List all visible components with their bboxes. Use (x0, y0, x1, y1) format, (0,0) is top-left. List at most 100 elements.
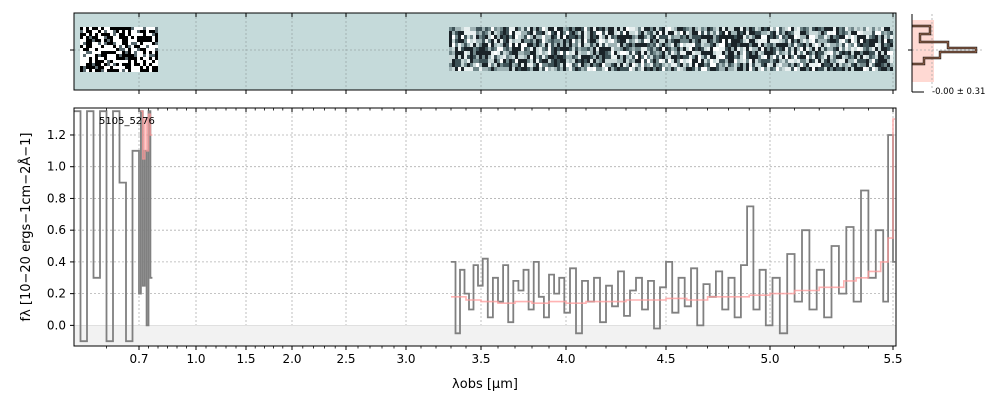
pixel (563, 51, 566, 55)
pixel (638, 63, 641, 67)
pixel (818, 39, 821, 43)
pixel (119, 48, 122, 51)
pixel (542, 67, 545, 71)
pixel (488, 51, 491, 55)
pixel (737, 51, 740, 55)
pixel (689, 47, 692, 51)
pixel (488, 35, 491, 39)
pixel (581, 35, 584, 39)
pixel (476, 59, 479, 63)
pixel (80, 63, 83, 66)
pixel (662, 67, 665, 71)
pixel (647, 63, 650, 67)
pixel (884, 31, 887, 35)
pixel (491, 43, 494, 47)
pixel (734, 31, 737, 35)
pixel (626, 55, 629, 59)
pixel (749, 51, 752, 55)
pixel (536, 39, 539, 43)
pixel (116, 66, 119, 69)
pixel (740, 47, 743, 51)
pixel (584, 27, 587, 31)
pixel (461, 67, 464, 71)
pixel (449, 43, 452, 47)
pixel (92, 48, 95, 51)
pixel (488, 27, 491, 31)
pixel (113, 63, 116, 66)
pixel (638, 39, 641, 43)
pixel (596, 67, 599, 71)
pixel (116, 60, 119, 63)
pixel (101, 63, 104, 66)
pixel (746, 35, 749, 39)
pixel (731, 59, 734, 63)
pixel (878, 67, 881, 71)
pixel (599, 47, 602, 51)
pixel (674, 59, 677, 63)
pixel (800, 59, 803, 63)
pixel (491, 47, 494, 51)
pixel (530, 47, 533, 51)
pixel (113, 60, 116, 63)
pixel (881, 39, 884, 43)
pixel (452, 51, 455, 55)
pixel (137, 69, 140, 72)
pixel (515, 35, 518, 39)
pixel (782, 67, 785, 71)
pixel (548, 43, 551, 47)
pixel (650, 67, 653, 71)
pixel (119, 39, 122, 42)
pixel (833, 59, 836, 63)
pixel (644, 51, 647, 55)
pixel (92, 66, 95, 69)
pixel (848, 39, 851, 43)
pixel (821, 67, 824, 71)
pixel (770, 27, 773, 31)
pixel (155, 66, 158, 69)
pixel (137, 45, 140, 48)
pixel (485, 67, 488, 71)
pixel (617, 39, 620, 43)
pixel (725, 47, 728, 51)
pixel (602, 31, 605, 35)
pixel (506, 47, 509, 51)
pixel (119, 63, 122, 66)
pixel (605, 55, 608, 59)
pixel (155, 39, 158, 42)
pixel (149, 69, 152, 72)
pixel (587, 39, 590, 43)
pixel (152, 27, 155, 30)
pixel (653, 59, 656, 63)
pixel (80, 57, 83, 60)
pixel (698, 31, 701, 35)
pixel (761, 39, 764, 43)
pixel (452, 47, 455, 51)
pixel (647, 51, 650, 55)
pixel (560, 39, 563, 43)
pixel (110, 27, 113, 30)
pixel (755, 63, 758, 67)
pixel (665, 39, 668, 43)
pixel (524, 27, 527, 31)
pixel (656, 55, 659, 59)
pixel (512, 39, 515, 43)
pixel (521, 39, 524, 43)
pixel (605, 51, 608, 55)
pixel (788, 59, 791, 63)
pixel (548, 47, 551, 51)
pixel (761, 59, 764, 63)
pixel (563, 35, 566, 39)
pixel (509, 43, 512, 47)
pixel (830, 47, 833, 51)
pixel (104, 51, 107, 54)
pixel (815, 39, 818, 43)
pixel (734, 27, 737, 31)
pixel (656, 31, 659, 35)
pixel (797, 67, 800, 71)
pixel (821, 43, 824, 47)
pixel (620, 43, 623, 47)
pixel (857, 43, 860, 47)
pixel (83, 48, 86, 51)
pixel (794, 59, 797, 63)
pixel (560, 35, 563, 39)
